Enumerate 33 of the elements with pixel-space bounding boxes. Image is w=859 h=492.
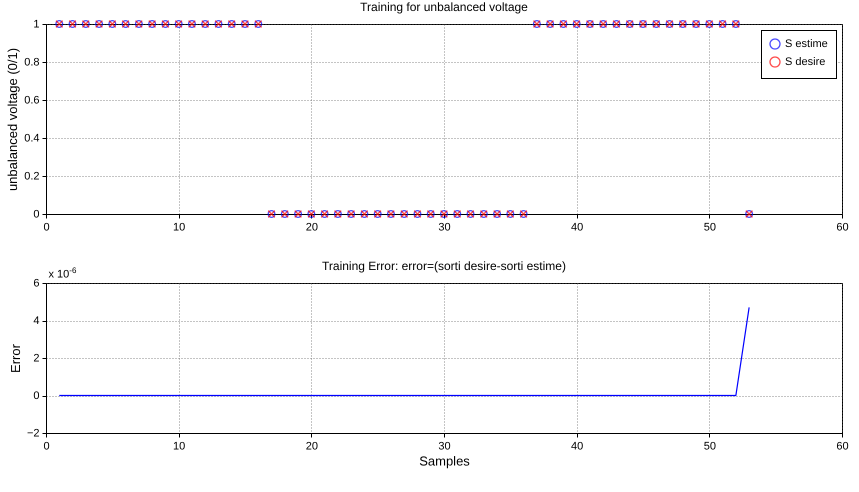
x-tick-label: 30 [438,440,451,452]
x-tick-label: 50 [704,222,716,234]
x-tick-label: 60 [836,222,849,234]
y-tick-label: 0 [33,208,40,220]
x-tick-label: 10 [173,222,186,234]
text: x 10$^{-6}$ [48,266,76,280]
x-tick-label: 40 [571,222,584,234]
chart-title: Training for unbalanced voltage [360,0,528,14]
y-axis-title: unbalanced voltage (0/1) [5,48,20,192]
y-tick-label: 1 [33,18,40,30]
x-tick-label: 10 [173,440,186,452]
chart-title: Training Error: error=(sorti desire-sorti estime) [322,259,566,273]
x-tick-label: 0 [43,222,50,234]
x-tick-label: 50 [704,440,716,452]
legend-label: S estime [785,38,828,50]
y-tick-label: 0.4 [24,132,40,144]
x-axis-title: Samples [419,454,470,468]
x-tick-label: 40 [571,440,584,452]
y-tick-label: 4 [33,315,40,327]
x-tick-label: 0 [43,440,50,452]
x-tick-label: 20 [306,440,318,452]
y-tick-label: −2 [26,428,40,440]
y-axis-title: Error [8,343,23,373]
x-tick-label: 60 [836,440,849,452]
y-tick-label: 0.2 [24,170,40,182]
y-tick-label: 6 [33,278,40,290]
y-tick-label: 0 [33,390,40,402]
x-tick-label: 20 [306,222,318,234]
legend-label: S desire [785,56,826,68]
y-tick-label: 0.6 [24,94,40,106]
y-tick-label: 2 [33,352,40,364]
x-tick-label: 30 [438,222,451,234]
y-tick-label: 0.8 [24,56,40,68]
